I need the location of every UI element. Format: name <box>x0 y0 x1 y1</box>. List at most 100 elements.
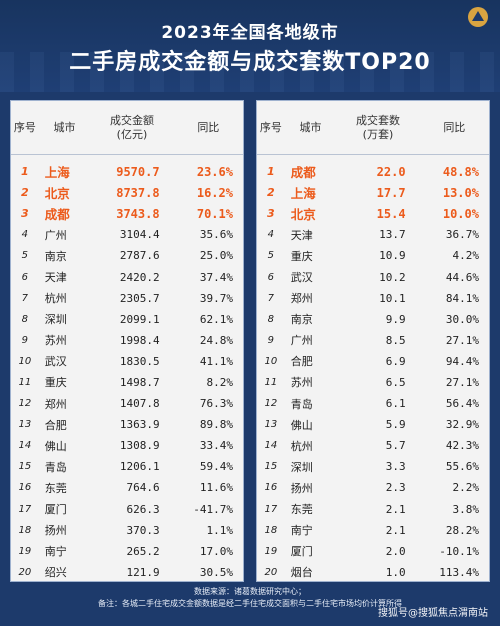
city-cell: 重庆 <box>290 249 313 263</box>
rank-cell: 7 <box>267 292 275 304</box>
city-cell: 东莞 <box>290 503 313 517</box>
value-cell: 1.0 <box>385 565 406 579</box>
table-row: 9 苏州 1998.4 24.8% <box>11 330 243 351</box>
city-cell: 佛山 <box>44 439 67 453</box>
yoy-cell: 4.2% <box>452 249 479 263</box>
yoy-cell: 10.0% <box>442 206 479 221</box>
rank-cell: 13 <box>18 419 32 431</box>
yoy-cell: 56.4% <box>445 397 479 411</box>
rank-cell: 9 <box>21 334 29 346</box>
rank-cell: 8 <box>21 313 29 325</box>
rank-cell: 11 <box>264 376 278 388</box>
yoy-cell: 23.6% <box>196 164 233 179</box>
table-row: 2 上海 17.7 13.0% <box>257 182 489 203</box>
value-cell: 265.2 <box>126 544 160 558</box>
source-text: 数据来源：诸葛数据研究中心； <box>194 587 306 596</box>
table-row: 19 厦门 2.0 -10.1% <box>257 541 489 562</box>
rank-cell: 4 <box>21 229 29 241</box>
yoy-cell: 11.6% <box>199 481 233 495</box>
value-cell: 5.7 <box>385 439 406 453</box>
rank-cell: 5 <box>267 250 275 262</box>
city-cell: 上海 <box>44 165 70 181</box>
value-cell: 6.5 <box>385 375 406 389</box>
rank-cell: 4 <box>267 229 275 241</box>
value-cell: 626.3 <box>126 502 160 516</box>
table-header: 序号 城市 成交金额 (亿元) 同比 <box>11 101 243 155</box>
yoy-cell: 13.0% <box>442 185 479 200</box>
yoy-cell: 89.8% <box>199 418 233 432</box>
city-cell: 武汉 <box>44 355 67 369</box>
table-row: 18 扬州 370.3 1.1% <box>11 520 243 541</box>
table-row: 20 烟台 1.0 113.4% <box>257 562 489 583</box>
value-cell: 13.7 <box>379 228 406 242</box>
city-cell: 天津 <box>44 271 67 285</box>
yoy-cell: 16.2% <box>196 185 233 200</box>
table-row: 20 绍兴 121.9 30.5% <box>11 562 243 583</box>
yoy-cell: 76.3% <box>199 397 233 411</box>
value-cell: 9.9 <box>385 312 406 326</box>
city-cell: 广州 <box>44 228 67 242</box>
value-cell: 1830.5 <box>119 354 160 368</box>
header-rank: 序号 <box>13 120 36 134</box>
yoy-cell: 17.0% <box>199 544 233 558</box>
rank-cell: 20 <box>18 566 32 578</box>
rank-cell: 13 <box>264 419 278 431</box>
rank-cell: 2 <box>21 186 29 200</box>
rank-cell: 18 <box>18 524 32 536</box>
table-row: 15 深圳 3.3 55.6% <box>257 456 489 477</box>
value-cell: 22.0 <box>376 164 406 179</box>
header-city: 城市 <box>299 120 322 134</box>
table-row: 17 厦门 626.3 -41.7% <box>11 499 243 520</box>
rank-cell: 11 <box>18 376 32 388</box>
city-cell: 苏州 <box>290 376 313 390</box>
table-row: 17 东莞 2.1 3.8% <box>257 499 489 520</box>
rank-cell: 17 <box>18 503 32 515</box>
rank-cell: 7 <box>21 292 29 304</box>
value-cell: 5.9 <box>385 418 406 432</box>
city-cell: 南宁 <box>290 524 313 538</box>
value-cell: 10.9 <box>379 249 406 263</box>
value-cell: 8737.8 <box>116 185 160 200</box>
yoy-cell: 24.8% <box>199 333 233 347</box>
value-cell: 2787.6 <box>119 249 160 263</box>
yoy-cell: 25.0% <box>199 249 233 263</box>
table-row: 14 佛山 1308.9 33.4% <box>11 435 243 456</box>
table-row: 1 上海 9570.7 23.6% <box>11 161 243 182</box>
table-row: 12 青岛 6.1 56.4% <box>257 393 489 414</box>
table-row: 16 东莞 764.6 11.6% <box>11 477 243 498</box>
table-row: 18 南宁 2.1 28.2% <box>257 520 489 541</box>
city-cell: 北京 <box>290 207 316 223</box>
rank-cell: 5 <box>21 250 29 262</box>
title-line-1: 2023年全国各地级市 <box>161 23 339 43</box>
table-row: 6 武汉 10.2 44.6% <box>257 266 489 287</box>
value-cell: 6.9 <box>385 354 406 368</box>
city-cell: 厦门 <box>290 545 313 559</box>
city-cell: 深圳 <box>290 460 313 474</box>
header-value: 成交金额 (亿元) <box>90 114 173 142</box>
value-cell: 8.5 <box>385 333 406 347</box>
yoy-cell: 113.4% <box>439 565 479 579</box>
city-cell: 扬州 <box>44 524 67 538</box>
yoy-cell: 55.6% <box>445 460 479 474</box>
value-cell: 1363.9 <box>119 418 160 432</box>
city-cell: 南京 <box>290 313 313 327</box>
value-cell: 2.1 <box>385 502 406 516</box>
table-row: 7 杭州 2305.7 39.7% <box>11 288 243 309</box>
rank-cell: 18 <box>264 524 278 536</box>
yoy-cell: 44.6% <box>445 270 479 284</box>
yoy-cell: 30.5% <box>199 565 233 579</box>
table-header: 序号 城市 成交套数 (万套) 同比 <box>257 101 489 155</box>
header-value: 成交套数 (万套) <box>336 114 419 142</box>
rank-cell: 14 <box>18 440 32 452</box>
city-cell: 深圳 <box>44 313 67 327</box>
header-value-line1: 成交金额 <box>109 113 154 127</box>
table-row: 8 南京 9.9 30.0% <box>257 309 489 330</box>
table-row: 10 武汉 1830.5 41.1% <box>11 351 243 372</box>
skyline-decoration <box>0 52 500 92</box>
yoy-cell: 59.4% <box>199 460 233 474</box>
yoy-cell: 8.2% <box>206 375 233 389</box>
table-row: 5 南京 2787.6 25.0% <box>11 245 243 266</box>
table-row: 19 南宁 265.2 17.0% <box>11 541 243 562</box>
value-cell: 10.1 <box>379 291 406 305</box>
header-value-line2: (万套) <box>362 127 394 141</box>
